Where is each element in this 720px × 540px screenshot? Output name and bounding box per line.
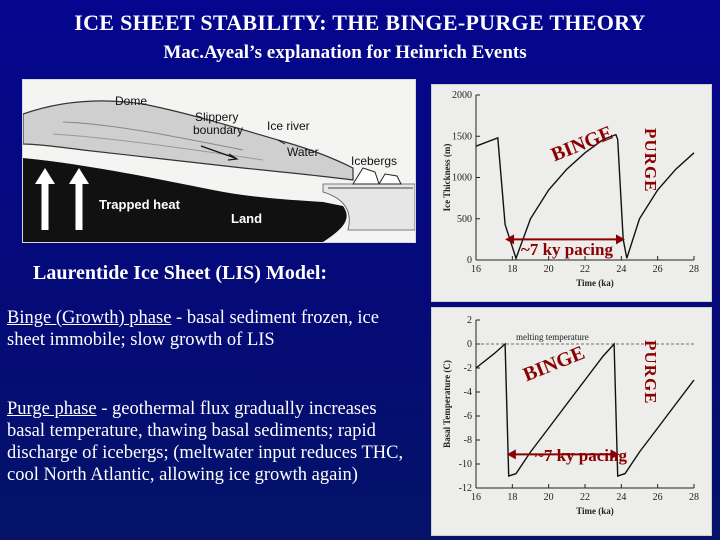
- x-axis-title: Time (ka): [576, 506, 614, 516]
- x-axis-title: Time (ka): [576, 278, 614, 288]
- icebergs-label: Icebergs: [351, 154, 398, 168]
- pacing-arrowhead-right: [610, 449, 620, 460]
- ice-thickness-chart: 0 500 1000 1500 2000 16 18 20 22 24 26 28 Time (ka) I…: [431, 84, 712, 302]
- y-tick-label: 0: [467, 255, 472, 266]
- y-tick-label: -10: [459, 459, 472, 470]
- pacing-arrowhead-left: [506, 449, 516, 460]
- slippery-label: Slippery: [195, 110, 239, 124]
- purge-term: Purge phase: [7, 399, 97, 419]
- ice-river-label: Ice river: [267, 119, 310, 133]
- x-tick-label: 16: [471, 492, 481, 503]
- y-tick-label: -4: [464, 387, 472, 398]
- binge-text: - basal sediment frozen, ice sheet immob…: [7, 308, 379, 350]
- y-tick-label: 1500: [452, 131, 472, 142]
- land-label: Land: [231, 211, 263, 226]
- y-tick-label: -6: [464, 411, 472, 422]
- x-tick-label: 26: [653, 492, 663, 503]
- x-tick-label: 18: [507, 264, 517, 275]
- x-tick-label: 18: [507, 492, 517, 503]
- purge-text: - geothermal flux gradually increases ba…: [7, 399, 404, 485]
- x-tick-label: 20: [544, 492, 554, 503]
- water-label: Water: [287, 145, 319, 159]
- pacing-annotation-bottom: ~7 ky pacing: [535, 446, 627, 465]
- x-tick-label: 20: [544, 264, 554, 275]
- pacing-arrowhead-left: [505, 234, 515, 245]
- melting-temperature-label: melting temperature: [516, 332, 589, 342]
- y-tick-label: 500: [457, 214, 472, 225]
- x-tick-label: 24: [616, 492, 626, 503]
- x-tick-label: 28: [689, 264, 699, 275]
- ice-sheet-diagram: Dome Slippery boundary Ice river Water I…: [22, 79, 416, 243]
- y-tick-label: 1000: [452, 173, 472, 184]
- y-tick-label: 2: [467, 315, 472, 326]
- pacing-annotation-top: ~7 ky pacing: [521, 240, 613, 259]
- x-tick-label: 22: [580, 492, 590, 503]
- slide-title: ICE SHEET STABILITY: THE BINGE-PURGE THE…: [74, 10, 646, 35]
- purge-annotation-top: PURGE: [641, 128, 660, 193]
- lis-model-heading: Laurentide Ice Sheet (LIS) Model:: [33, 262, 328, 284]
- dome-label: Dome: [115, 94, 148, 108]
- boundary-label: boundary: [193, 123, 244, 137]
- binge-term: Binge (Growth) phase: [7, 308, 172, 328]
- y-tick-label: -12: [459, 483, 472, 494]
- x-tick-label: 28: [689, 492, 699, 503]
- y-tick-label: -2: [464, 363, 472, 374]
- y-axis-title: Ice Thickness (m): [442, 144, 452, 212]
- y-tick-label: -8: [464, 435, 472, 446]
- basal-temperature-chart: 2 0 -2 -4 -6 -8 -10 -12 16 18 20 22 24 26 28 Time (ka) B…: [431, 307, 712, 536]
- purge-paragraph: Purge phase - geothermal flux gradually …: [7, 398, 407, 486]
- series-line: [475, 342, 695, 477]
- pacing-arrowhead-right: [615, 234, 625, 245]
- y-tick-label: 2000: [452, 90, 472, 101]
- purge-annotation-bottom: PURGE: [641, 340, 660, 405]
- y-tick-label: 0: [467, 339, 472, 350]
- binge-paragraph: Binge (Growth) phase - basal sediment fr…: [7, 307, 407, 351]
- slide-subtitle: Mac.Ayeal’s explanation for Heinrich Eve…: [163, 42, 527, 63]
- y-axis-title: Basal Temperature (C): [442, 360, 452, 448]
- series-line: [475, 133, 695, 261]
- x-tick-label: 16: [471, 264, 481, 275]
- x-tick-label: 24: [616, 264, 626, 275]
- ice-sheet-drawing: [23, 100, 415, 242]
- x-tick-label: 22: [580, 264, 590, 275]
- ice-thickness-plot: 0 500 1000 1500 2000 16 18 20 22 24 26 28 Time (ka) I…: [442, 90, 699, 288]
- trapped-heat-label: Trapped heat: [99, 197, 180, 212]
- x-tick-label: 26: [653, 264, 663, 275]
